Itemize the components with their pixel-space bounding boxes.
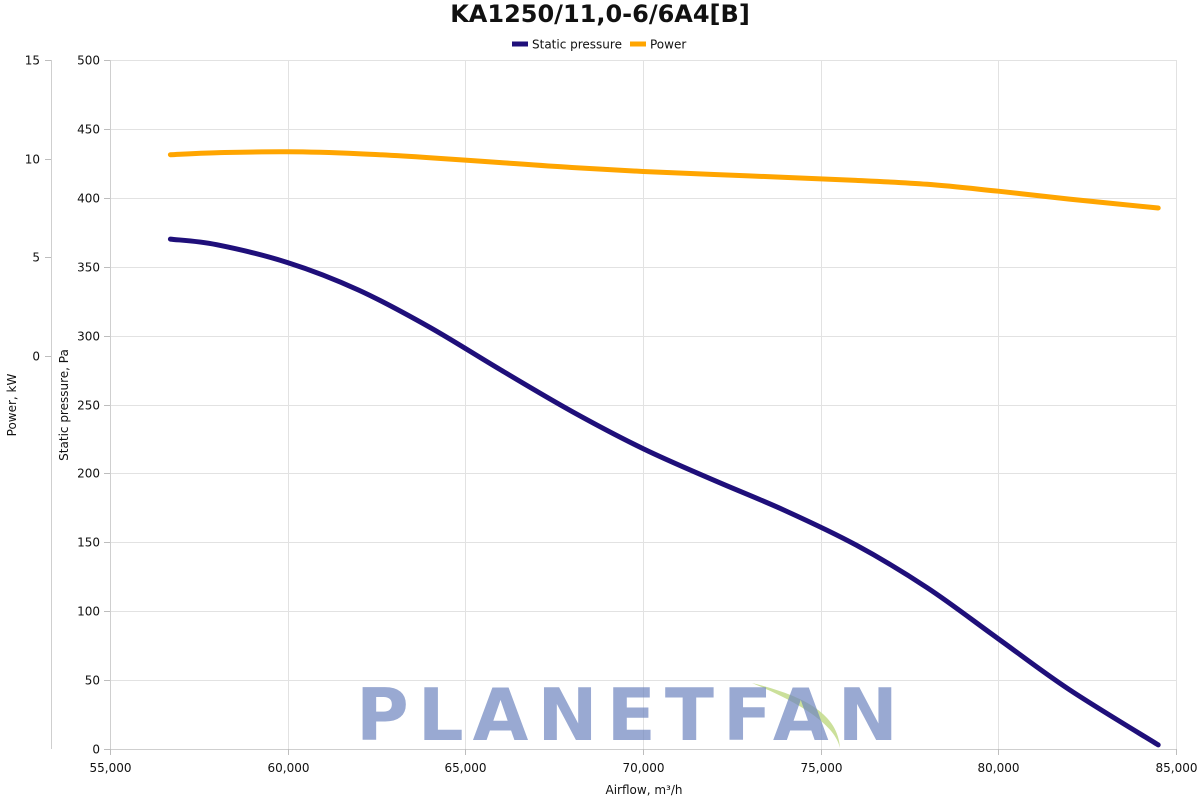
y2-tick-label: 5 [32,251,40,265]
y-tick-label: 200 [77,467,100,481]
chart-title: KA1250/11,0-6/6A4[B] [450,0,750,28]
legend-item-power[interactable]: Power [630,38,686,52]
x-tick-label: 65,000 [445,761,487,775]
leaf-logo-icon [752,683,840,748]
x-tick-label: 85,000 [1156,761,1198,775]
y-tick-label: 500 [77,54,100,68]
legend: Static pressure Power [512,38,686,52]
y-tick-label: 250 [77,399,100,413]
y-tick-label: 100 [77,605,100,619]
legend-item-static-pressure[interactable]: Static pressure [512,38,622,52]
watermark-text: PLANETFAN [356,673,907,757]
y2-tick-label: 15 [25,54,40,68]
y-tick-label: 350 [77,261,100,275]
y-axis-right-ticks: 15 10 5 0 [25,54,51,364]
y-tick-label: 0 [92,743,100,757]
y-axis-label: Static pressure, Pa [57,349,71,461]
y-tick-label: 450 [77,123,100,137]
y2-axis-label: Power, kW [5,374,19,437]
y-tick-label: 50 [85,674,100,688]
y-tick-label: 300 [77,330,100,344]
y-tick-label: 400 [77,192,100,206]
x-axis-ticks: 55,000 60,000 65,000 70,000 75,000 80,000 85,0… [90,749,1198,775]
y-tick-label: 150 [77,536,100,550]
y2-tick-label: 0 [32,350,40,364]
x-axis-label: Airflow, m³/h [606,783,683,797]
x-tick-label: 80,000 [978,761,1020,775]
planetfan-watermark: PLANETFAN [356,673,907,757]
series [167,149,1161,748]
x-tick-label: 70,000 [623,761,665,775]
grid [110,60,1177,749]
x-tick-label: 60,000 [268,761,310,775]
series-line-power [167,149,1161,211]
x-tick-label: 75,000 [801,761,843,775]
y-axis-left-ticks: 0 50 100 150 200 250 300 350 400 450 500 [77,54,110,757]
legend-label-power: Power [650,38,686,52]
x-tick-label: 55,000 [90,761,132,775]
legend-label-static-pressure: Static pressure [532,38,622,52]
series-line-static-pressure [167,236,1161,748]
y2-tick-label: 10 [25,153,40,167]
